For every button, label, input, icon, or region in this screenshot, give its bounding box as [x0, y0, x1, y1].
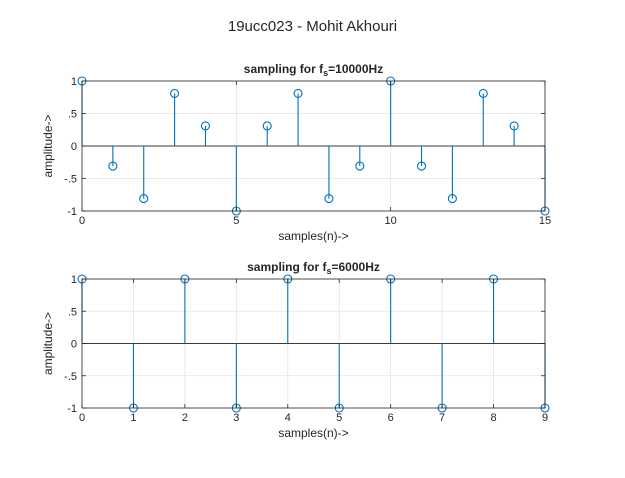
subplot-title: sampling for fs=10000Hz	[244, 62, 383, 78]
y-tick-label-1: -.5	[64, 371, 77, 383]
x-tick-label-3: 15	[539, 215, 551, 227]
stem-marker-12	[447, 194, 457, 204]
x-tick-label-1: 5	[233, 215, 239, 227]
subplot-title-tail: =10000Hz	[328, 62, 383, 76]
x-tick-label-7: 7	[439, 412, 445, 424]
y-tick-label-3: .5	[68, 109, 77, 121]
x-tick-label-2: 2	[182, 412, 188, 424]
x-tick-label-0: 0	[79, 412, 85, 424]
y-tick-label-3: .5	[68, 306, 77, 318]
subplot-title-main: sampling for f	[247, 260, 327, 274]
stem-marker-6	[262, 121, 272, 131]
x-tick-label-2: 10	[385, 215, 397, 227]
subplot-title-sub: s	[323, 68, 328, 78]
stem-marker-11	[416, 161, 427, 171]
y-axis-label: amplitude->	[41, 114, 55, 177]
x-tick-label-8: 8	[490, 412, 496, 424]
figure-title: 19ucc023 - Mohit Akhouri	[227, 18, 398, 35]
y-tick-label-0: -1	[67, 206, 77, 218]
stem-marker-7	[293, 88, 303, 98]
stem-marker-9	[355, 161, 365, 171]
y-tick-label-2: 0	[71, 339, 77, 351]
x-tick-label-6: 6	[388, 412, 394, 424]
y-tick-label-1: -.5	[64, 174, 77, 186]
subplot-title-sub: s	[326, 266, 331, 276]
x-tick-label-1: 1	[130, 412, 136, 424]
y-tick-label-4: 1	[71, 274, 77, 286]
y-tick-label-0: -1	[67, 403, 77, 415]
stem-marker-1	[108, 161, 118, 171]
stem-marker-3	[170, 88, 180, 98]
x-axis-label: samples(n)->	[278, 426, 348, 440]
x-axis-label: samples(n)->	[278, 229, 348, 243]
x-tick-label-5: 5	[336, 412, 342, 424]
x-tick-label-9: 9	[542, 412, 548, 424]
subplot-title: sampling for fs=6000Hz	[247, 260, 380, 276]
subplot-title-main: sampling for f	[244, 62, 324, 76]
subplot-2: 0 1 2 3 4 5 6 7 8 9 -1 -.5 0 .5 1 sampling for fs=6000H…	[41, 260, 550, 440]
x-tick-label-4: 4	[285, 412, 291, 424]
y-tick-label-2: 0	[71, 141, 77, 153]
x-tick-label-0: 0	[79, 215, 85, 227]
y-axis-label: amplitude->	[41, 312, 55, 375]
stem-marker-2	[139, 194, 149, 204]
stem-marker-8	[324, 194, 334, 204]
x-tick-label-3: 3	[233, 412, 239, 424]
stem-marker-4	[200, 121, 211, 131]
y-tick-label-4: 1	[71, 76, 77, 88]
stem-marker-13	[478, 88, 488, 98]
stem-marker-14	[509, 121, 519, 131]
subplot-title-tail: =6000Hz	[331, 260, 379, 274]
